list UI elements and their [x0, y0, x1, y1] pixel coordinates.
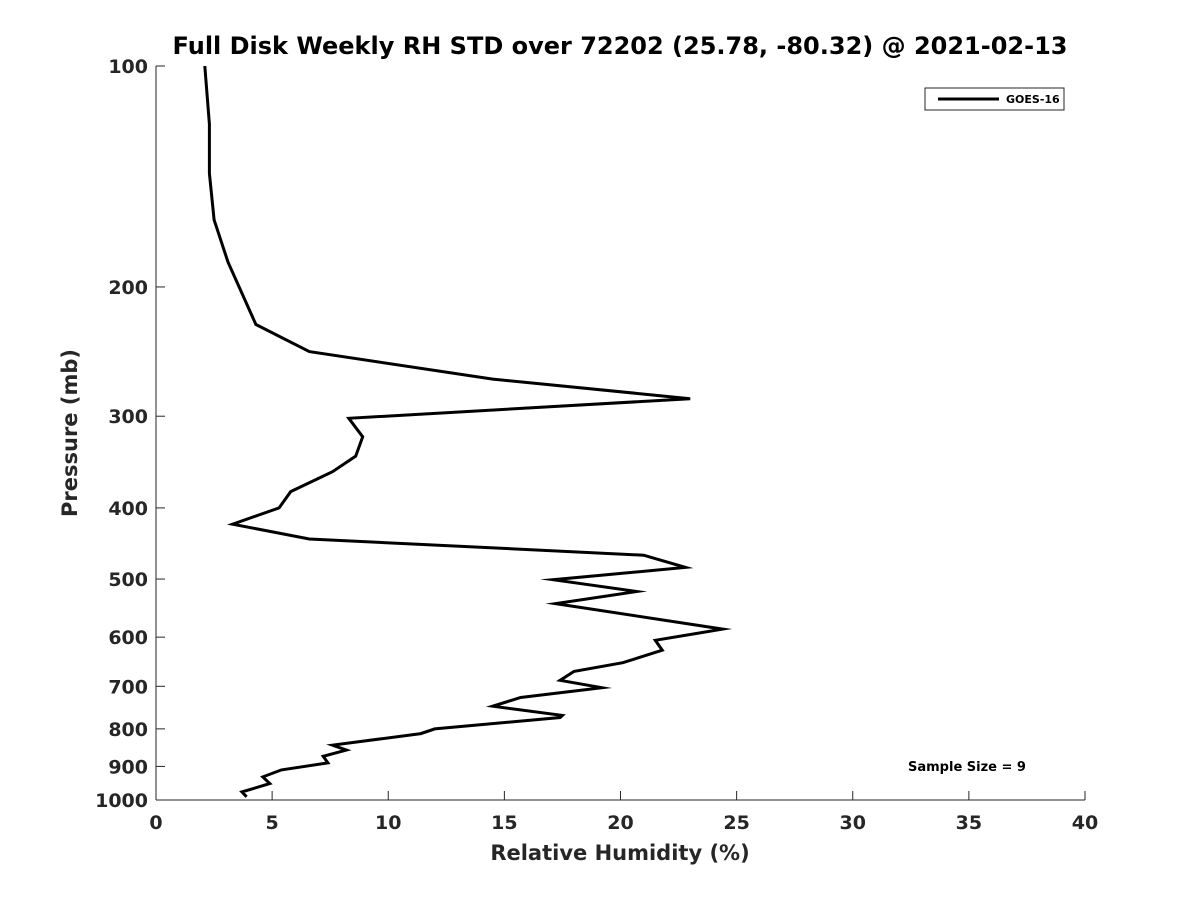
y-tick-label: 600: [108, 627, 148, 649]
series-line-goes-16: [203, 65, 733, 798]
y-tick-label: 100: [108, 56, 148, 78]
legend: GOES-16: [924, 87, 1065, 111]
y-axis-label: Pressure (mb): [58, 349, 82, 517]
y-tick-label: 700: [108, 676, 148, 698]
x-tick-label: 10: [375, 812, 401, 834]
y-tick-label: 200: [108, 277, 148, 299]
x-axis-label: Relative Humidity (%): [490, 841, 749, 865]
chart-title: Full Disk Weekly RH STD over 72202 (25.7…: [173, 32, 1068, 60]
y-tick-label: 300: [108, 406, 148, 428]
x-axis-ticks: 0 5 10 15 20 25 30 35 40: [149, 791, 1098, 834]
y-tick-label: 1000: [95, 790, 148, 812]
series-layer: [203, 65, 733, 798]
x-tick-label: 30: [840, 812, 866, 834]
x-tick-label: 15: [491, 812, 517, 834]
x-tick-label: 20: [607, 812, 633, 834]
x-tick-label: 5: [266, 812, 279, 834]
y-tick-label: 900: [108, 756, 148, 778]
y-tick-label: 400: [108, 498, 148, 520]
sample-size-annotation: Sample Size = 9: [908, 760, 1026, 775]
y-tick-label: 500: [108, 569, 148, 591]
legend-label-goes-16: GOES-16: [1006, 93, 1060, 106]
y-tick-label: 800: [108, 719, 148, 741]
x-tick-label: 25: [723, 812, 749, 834]
y-axis-ticks: 100 200 300 400 500 600 700 800 900 1000: [95, 56, 165, 812]
x-tick-label: 35: [956, 812, 982, 834]
x-tick-label: 0: [149, 812, 162, 834]
x-tick-label: 40: [1072, 812, 1098, 834]
